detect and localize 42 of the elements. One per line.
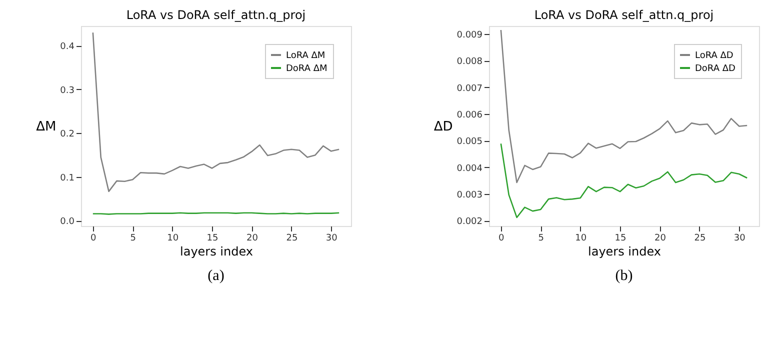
x-tick-label: 15	[206, 234, 218, 244]
line-series	[92, 32, 340, 192]
x-tick-label: 25	[694, 234, 706, 244]
x-tick-label: 10	[167, 234, 179, 244]
x-tick-label: 25	[286, 234, 298, 244]
y-tick-label: 0.004	[456, 164, 483, 174]
x-tick-label: 10	[575, 234, 587, 244]
x-axis-title: layers index	[180, 244, 254, 258]
text: (a)	[208, 268, 224, 284]
legend-label: LoRA ΔM	[286, 51, 326, 61]
y-tick-label: 0.1	[60, 173, 74, 184]
y-tick-label: 0.4	[60, 42, 75, 52]
legend-label: LoRA ΔD	[695, 51, 734, 61]
y-axis-title: ΔD	[434, 120, 453, 134]
y-tick-label: 0.008	[456, 57, 483, 68]
y-tick-label: 0.006	[456, 110, 483, 120]
x-tick-label: 0	[498, 234, 505, 244]
y-tick-label: 0.003	[456, 190, 482, 200]
x-tick-label: 15	[614, 234, 626, 244]
line-series	[500, 29, 748, 184]
line-series	[500, 142, 748, 218]
y-axis-title: ΔM	[36, 120, 56, 134]
x-tick-label: 0	[90, 234, 97, 244]
y-tick-label: 0.005	[456, 137, 482, 148]
text: (b)	[615, 268, 633, 284]
x-tick-label: 20	[654, 234, 666, 244]
chart-title: LoRA vs DoRA self_attn.q_proj	[534, 8, 714, 22]
legend-label: DoRA ΔM	[286, 64, 328, 74]
x-tick-label: 20	[246, 234, 258, 244]
y-tick-label: 0.007	[456, 84, 482, 94]
y-tick-label: 0.2	[60, 130, 74, 140]
y-tick-label: 0.009	[456, 30, 483, 40]
y-tick-label: 0.002	[456, 217, 482, 228]
y-tick-label: 0.0	[60, 217, 75, 228]
x-tick-label: 5	[538, 234, 544, 244]
x-tick-label: 5	[130, 234, 136, 244]
chart-title: LoRA vs DoRA self_attn.q_proj	[126, 8, 306, 22]
x-tick-label: 30	[734, 234, 746, 244]
legend-label: DoRA ΔD	[695, 64, 736, 74]
x-tick-label: 30	[326, 234, 338, 244]
y-tick-label: 0.3	[60, 86, 74, 96]
x-axis-title: layers index	[588, 244, 662, 258]
